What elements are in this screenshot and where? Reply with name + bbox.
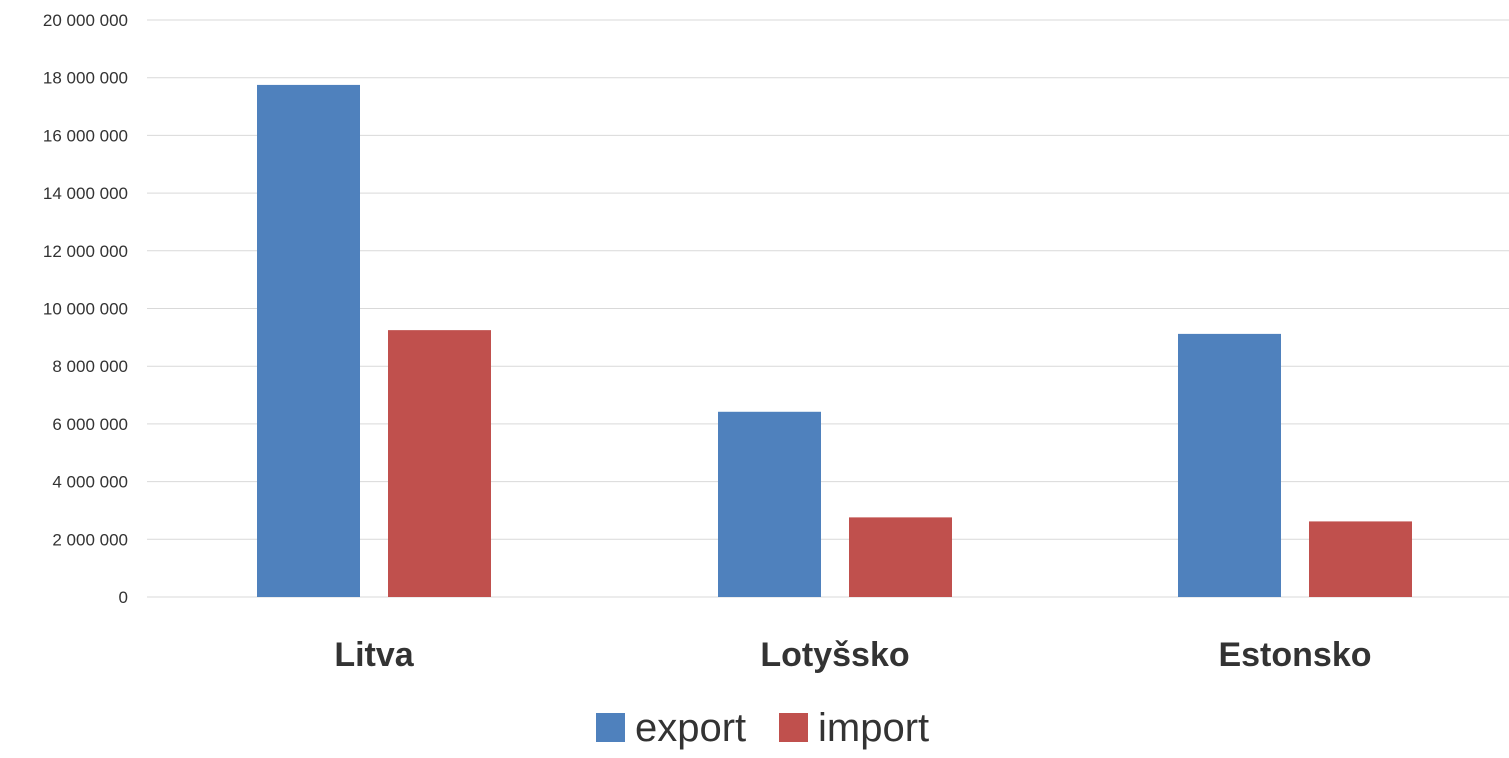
legend-label-import: import [818, 706, 929, 750]
gridlines [147, 19, 1509, 598]
y-tick-label: 14 000 000 [43, 184, 128, 203]
x-category-label: Litva [334, 636, 414, 674]
y-tick-label: 18 000 000 [43, 69, 128, 88]
y-axis-tick-labels: 0 2 000 000 4 000 000 6 000 000 8 000 000 10 … [43, 11, 128, 607]
legend-swatch-export [596, 713, 625, 742]
bar-import-2 [1309, 521, 1412, 597]
legend-swatch-import [779, 713, 808, 742]
y-tick-label: 2 000 000 [52, 530, 128, 549]
y-tick-label: 12 000 000 [43, 242, 128, 261]
y-tick-label: 4 000 000 [52, 473, 128, 492]
x-axis-category-labels: Litva Lotyšsko Estonsko [334, 636, 1371, 674]
x-category-label: Estonsko [1218, 636, 1371, 674]
legend-label-export: export [635, 706, 746, 750]
bar-import-1 [849, 517, 952, 597]
y-tick-label: 6 000 000 [52, 415, 128, 434]
y-tick-label: 16 000 000 [43, 126, 128, 145]
legend: export import [596, 706, 929, 750]
bar-export-2 [1178, 333, 1281, 597]
bar-export-1 [718, 411, 821, 597]
x-category-label: Lotyšsko [760, 636, 909, 674]
y-tick-label: 20 000 000 [43, 11, 128, 30]
bar-import-0 [388, 330, 491, 597]
y-tick-label: 10 000 000 [43, 300, 128, 319]
bars [257, 84, 1412, 598]
y-tick-label: 0 [119, 588, 128, 607]
bar-export-0 [257, 84, 360, 598]
y-tick-label: 8 000 000 [52, 357, 128, 376]
